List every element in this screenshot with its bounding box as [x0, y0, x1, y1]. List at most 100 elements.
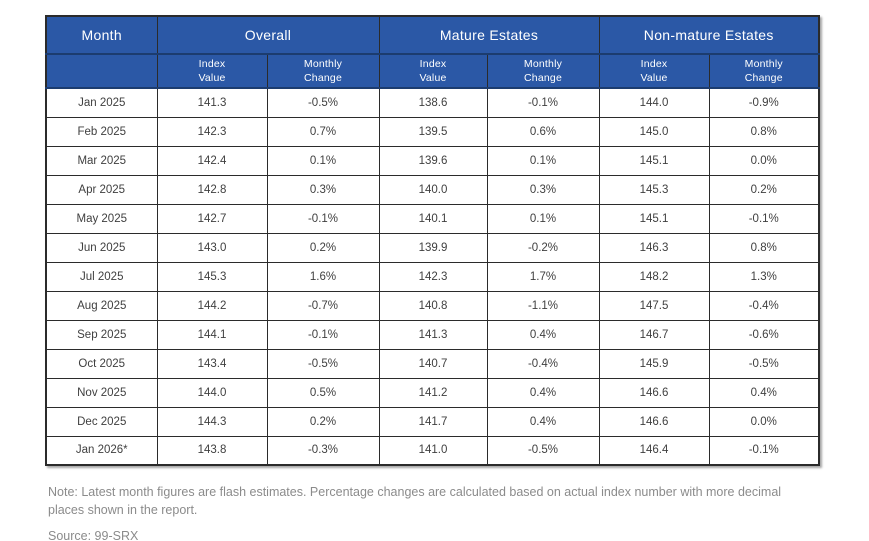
value-cell: -0.1%	[708, 435, 820, 466]
value-cell: 143.4	[156, 348, 268, 379]
month-cell: Oct 2025	[45, 348, 158, 379]
value-cell: 142.3	[156, 116, 268, 147]
table-row: Sep 2025 144.1 -0.1% 141.3 0.4% 146.7 -0.6%	[45, 319, 820, 350]
month-cell: Feb 2025	[45, 116, 158, 147]
value-cell: 144.2	[156, 290, 268, 321]
table-row: Apr 2025 142.8 0.3% 140.0 0.3% 145.3 0.2%	[45, 174, 820, 205]
overall-group-header: Overall	[156, 15, 380, 55]
value-cell: -1.1%	[486, 290, 600, 321]
value-cell: 141.0	[378, 435, 488, 466]
value-cell: 0.5%	[266, 377, 380, 408]
value-cell: 141.7	[378, 406, 488, 437]
table-row: Jan 2025 141.3 -0.5% 138.6 -0.1% 144.0 -0.9%	[45, 87, 820, 118]
mature-index-subheader: Index Value	[378, 53, 488, 89]
value-cell: 141.3	[378, 319, 488, 350]
value-cell: -0.1%	[486, 87, 600, 118]
value-cell: 144.3	[156, 406, 268, 437]
month-column-header: Month	[45, 15, 158, 55]
table-row: Oct 2025 143.4 -0.5% 140.7 -0.4% 145.9 -0.5%	[45, 348, 820, 379]
value-cell: 141.3	[156, 87, 268, 118]
value-cell: 146.6	[598, 406, 710, 437]
table-row: Dec 2025 144.3 0.2% 141.7 0.4% 146.6 0.0%	[45, 406, 820, 437]
value-cell: 148.2	[598, 261, 710, 292]
value-cell: 1.3%	[708, 261, 820, 292]
value-cell: 146.6	[598, 377, 710, 408]
nonmature-change-subheader: Monthly Change	[708, 53, 820, 89]
value-cell: 0.8%	[708, 116, 820, 147]
value-cell: 143.0	[156, 232, 268, 263]
value-cell: 139.9	[378, 232, 488, 263]
value-cell: 145.1	[598, 203, 710, 234]
value-cell: 140.0	[378, 174, 488, 205]
value-cell: 0.4%	[486, 319, 600, 350]
mature-change-subheader: Monthly Change	[486, 53, 600, 89]
value-cell: 144.1	[156, 319, 268, 350]
value-cell: -0.5%	[266, 348, 380, 379]
value-cell: 139.5	[378, 116, 488, 147]
month-cell: Nov 2025	[45, 377, 158, 408]
value-cell: 0.6%	[486, 116, 600, 147]
group-header-row: Month Overall Mature Estates Non-mature …	[45, 15, 820, 55]
month-cell: Jun 2025	[45, 232, 158, 263]
value-cell: 142.4	[156, 145, 268, 176]
value-cell: 0.3%	[486, 174, 600, 205]
sub-header-row: Index Value Monthly Change Index Value M…	[45, 53, 820, 89]
nonmature-estates-group-header: Non-mature Estates	[598, 15, 820, 55]
source-text: Source: 99-SRX	[48, 529, 139, 541]
value-cell: 0.8%	[708, 232, 820, 263]
value-cell: 146.7	[598, 319, 710, 350]
value-cell: 1.7%	[486, 261, 600, 292]
value-cell: 145.3	[156, 261, 268, 292]
value-cell: 146.4	[598, 435, 710, 466]
month-cell: Jan 2025	[45, 87, 158, 118]
value-cell: 140.1	[378, 203, 488, 234]
value-cell: 141.2	[378, 377, 488, 408]
value-cell: 1.6%	[266, 261, 380, 292]
note-text: Note: Latest month figures are flash est…	[48, 485, 782, 517]
month-cell: Apr 2025	[45, 174, 158, 205]
month-cell: Jul 2025	[45, 261, 158, 292]
month-cell: May 2025	[45, 203, 158, 234]
value-cell: 143.8	[156, 435, 268, 466]
value-cell: 145.0	[598, 116, 710, 147]
value-cell: 0.2%	[708, 174, 820, 205]
table-row: Mar 2025 142.4 0.1% 139.6 0.1% 145.1 0.0%	[45, 145, 820, 176]
table-row: Aug 2025 144.2 -0.7% 140.8 -1.1% 147.5 -0.4%	[45, 290, 820, 321]
hdb-resale-index-table: Month Overall Mature Estates Non-mature …	[45, 15, 820, 466]
table-row: Feb 2025 142.3 0.7% 139.5 0.6% 145.0 0.8%	[45, 116, 820, 147]
value-cell: 140.8	[378, 290, 488, 321]
value-cell: 147.5	[598, 290, 710, 321]
value-cell: 0.1%	[486, 145, 600, 176]
value-cell: 145.9	[598, 348, 710, 379]
value-cell: 0.1%	[266, 145, 380, 176]
overall-index-subheader: Index Value	[156, 53, 268, 89]
table-row: Nov 2025 144.0 0.5% 141.2 0.4% 146.6 0.4%	[45, 377, 820, 408]
value-cell: 0.2%	[266, 232, 380, 263]
value-cell: -0.1%	[266, 203, 380, 234]
table-body: Jan 2025 141.3 -0.5% 138.6 -0.1% 144.0 -0.9% Fe…	[45, 87, 820, 466]
value-cell: 139.6	[378, 145, 488, 176]
value-cell: 146.3	[598, 232, 710, 263]
table-row: May 2025 142.7 -0.1% 140.1 0.1% 145.1 -0.1%	[45, 203, 820, 234]
value-cell: 0.2%	[266, 406, 380, 437]
value-cell: 145.1	[598, 145, 710, 176]
month-cell: Sep 2025	[45, 319, 158, 350]
value-cell: 144.0	[598, 87, 710, 118]
overall-change-subheader: Monthly Change	[266, 53, 380, 89]
month-subheader-empty	[45, 53, 158, 89]
month-cell: Dec 2025	[45, 406, 158, 437]
value-cell: -0.5%	[486, 435, 600, 466]
value-cell: 0.7%	[266, 116, 380, 147]
value-cell: 144.0	[156, 377, 268, 408]
value-cell: 142.7	[156, 203, 268, 234]
value-cell: -0.9%	[708, 87, 820, 118]
value-cell: 0.4%	[486, 377, 600, 408]
nonmature-index-subheader: Index Value	[598, 53, 710, 89]
table-row: Jul 2025 145.3 1.6% 142.3 1.7% 148.2 1.3%	[45, 261, 820, 292]
value-cell: -0.6%	[708, 319, 820, 350]
value-cell: -0.3%	[266, 435, 380, 466]
value-cell: 0.0%	[708, 145, 820, 176]
value-cell: -0.5%	[708, 348, 820, 379]
month-cell: Jan 2026*	[45, 435, 158, 466]
